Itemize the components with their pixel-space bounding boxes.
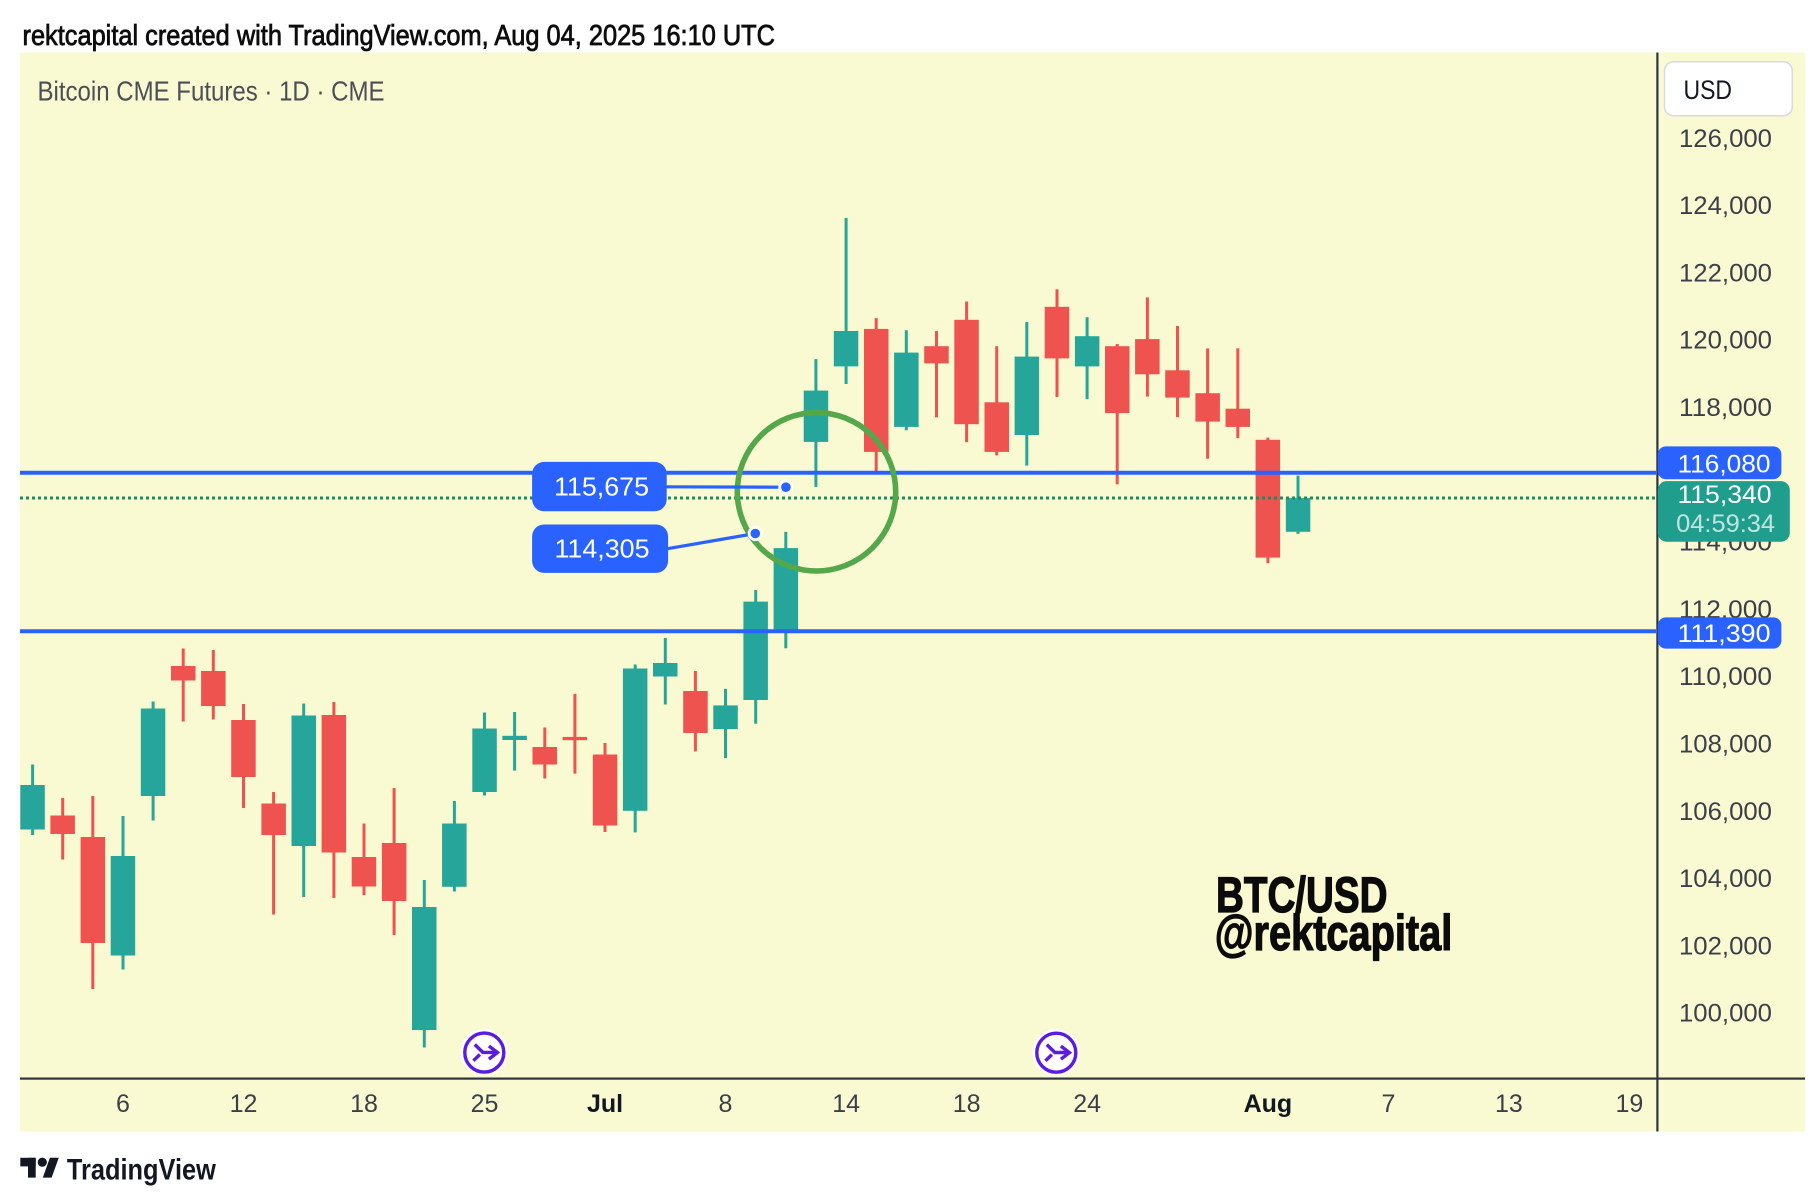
svg-text:Aug: Aug [1244, 1090, 1293, 1118]
svg-text:126,000: 126,000 [1679, 125, 1772, 153]
svg-text:USD: USD [1684, 75, 1733, 105]
svg-text:BTC/USD: BTC/USD [1216, 867, 1388, 923]
svg-text:24: 24 [1073, 1090, 1101, 1118]
svg-text:104,000: 104,000 [1679, 865, 1772, 893]
svg-text:120,000: 120,000 [1679, 327, 1772, 355]
svg-text:rektcapital created with Tradi: rektcapital created with TradingView.com… [23, 20, 776, 52]
svg-text:115,675: 115,675 [554, 472, 649, 502]
svg-text:18: 18 [953, 1090, 981, 1118]
svg-text:TradingView: TradingView [67, 1154, 217, 1187]
svg-text:19: 19 [1615, 1090, 1643, 1118]
svg-text:102,000: 102,000 [1679, 932, 1772, 960]
svg-text:122,000: 122,000 [1679, 259, 1772, 287]
svg-text:108,000: 108,000 [1679, 731, 1772, 759]
svg-text:13: 13 [1495, 1090, 1523, 1118]
svg-text:25: 25 [471, 1090, 499, 1118]
svg-text:100,000: 100,000 [1679, 1000, 1772, 1028]
svg-text:8: 8 [719, 1090, 733, 1118]
svg-text:12: 12 [230, 1090, 258, 1118]
svg-text:@rektcapital: @rektcapital [1215, 905, 1453, 961]
svg-text:111,390: 111,390 [1678, 620, 1771, 648]
svg-text:115,340: 115,340 [1678, 481, 1772, 509]
svg-text:7: 7 [1381, 1090, 1395, 1118]
svg-text:110,000: 110,000 [1679, 663, 1772, 691]
svg-text:Jul: Jul [587, 1090, 623, 1118]
svg-text:14: 14 [832, 1090, 860, 1118]
svg-text:18: 18 [350, 1090, 378, 1118]
svg-text:106,000: 106,000 [1679, 798, 1772, 826]
svg-text:04:59:34: 04:59:34 [1676, 510, 1775, 538]
svg-text:6: 6 [116, 1090, 130, 1118]
svg-text:Bitcoin CME Futures · 1D · CME: Bitcoin CME Futures · 1D · CME [38, 75, 385, 106]
svg-text:116,080: 116,080 [1678, 450, 1771, 478]
svg-text:118,000: 118,000 [1679, 394, 1772, 422]
svg-text:124,000: 124,000 [1679, 192, 1772, 220]
svg-text:114,305: 114,305 [555, 534, 650, 564]
